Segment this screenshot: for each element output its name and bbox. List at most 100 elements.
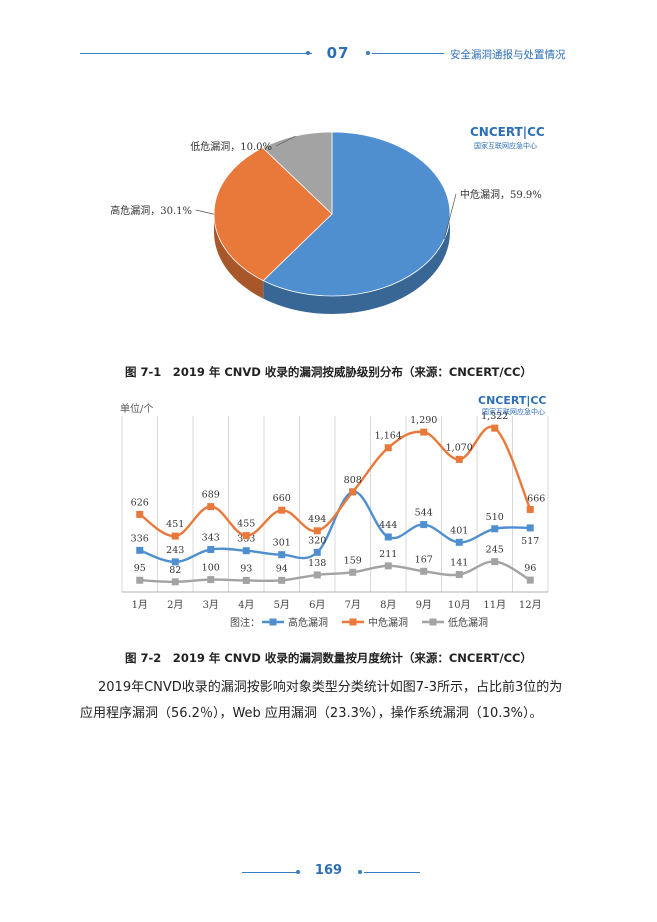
figure1-caption: 图 7-1 2019 年 CNVD 收录的漏洞按威胁级别分布（来源：CNCERT… xyxy=(125,365,532,379)
pie-slice-1 xyxy=(213,147,333,282)
data-point xyxy=(491,424,499,432)
x-tick-label: 4月 xyxy=(238,599,254,611)
pie-label-2: 低危漏洞，10.0% xyxy=(190,140,272,153)
data-label: 689 xyxy=(202,490,220,501)
data-point xyxy=(455,538,463,546)
data-label: 494 xyxy=(308,514,326,525)
data-label: 301 xyxy=(273,538,291,549)
data-label: 243 xyxy=(166,545,184,556)
data-label: 95 xyxy=(134,563,146,574)
data-label: 167 xyxy=(415,554,433,565)
legend-label-0: 高危漏洞 xyxy=(288,616,328,629)
data-label: 666 xyxy=(527,493,545,504)
data-point xyxy=(384,444,392,452)
data-point xyxy=(349,568,357,576)
data-point xyxy=(526,576,534,584)
header-dot-right xyxy=(366,51,370,55)
data-label: 96 xyxy=(524,563,536,574)
pie-label-1: 高危漏洞，30.1% xyxy=(110,204,192,217)
data-point xyxy=(526,505,534,513)
data-point xyxy=(455,455,463,463)
legend-swatch-marker-2 xyxy=(429,618,437,626)
data-label: 141 xyxy=(450,558,468,569)
x-tick-label: 1月 xyxy=(132,599,148,611)
data-label: 320 xyxy=(308,535,326,546)
data-label: 1,322 xyxy=(481,411,508,422)
data-point xyxy=(278,576,286,584)
data-label: 93 xyxy=(240,563,252,574)
paragraph-line-1: 2019年CNVD收录的漏洞按影响对象类型分类统计如图7-3所示，占比前3位的为 xyxy=(98,680,563,695)
data-point xyxy=(136,546,144,554)
x-tick-label: 7月 xyxy=(345,599,361,611)
legend-prefix: 图注： xyxy=(230,616,260,629)
x-tick-label: 6月 xyxy=(309,599,325,611)
legend-swatch-marker-1 xyxy=(349,618,357,626)
logo-brand: CNCERT|CC xyxy=(470,125,545,139)
x-tick-label: 8月 xyxy=(380,599,396,611)
data-label: 159 xyxy=(344,555,362,566)
pie-chart: CNCERT|CC 国家互联网应急中心 中危漏洞，59.9% 高危漏洞，30.1%… xyxy=(110,125,545,314)
footer-line-left xyxy=(242,872,298,873)
pie-leader-line-2 xyxy=(275,135,296,147)
figure2-caption: 图 7-2 2019 年 CNVD 收录的漏洞数量按月度统计（来源：CNCERT… xyxy=(125,651,532,665)
data-point xyxy=(526,524,534,532)
data-point xyxy=(384,533,392,541)
data-point xyxy=(491,525,499,533)
data-label: 336 xyxy=(131,533,149,544)
cncert-logo-2: CNCERT|CC 国家互联网应急中心 xyxy=(478,394,547,416)
pie-leader-line-0 xyxy=(443,193,457,240)
data-label: 1,290 xyxy=(410,415,437,426)
pie-leader-line-1 xyxy=(195,209,215,215)
chapter-number: 07 xyxy=(326,44,350,62)
x-tick-label: 3月 xyxy=(203,599,219,611)
data-point xyxy=(420,428,428,436)
cncert-logo-1: CNCERT|CC 国家互联网应急中心 xyxy=(470,125,545,150)
x-tick-label: 12月 xyxy=(519,599,542,611)
data-point xyxy=(136,576,144,584)
data-point xyxy=(171,578,179,586)
data-point xyxy=(207,503,215,511)
line-chart-ylabel: 单位/个 xyxy=(120,402,153,415)
line-chart: CNCERT|CC 国家互联网应急中心 单位/个 1月 2月 3月 4月 5月 6月 7月 8… xyxy=(120,394,549,629)
data-point xyxy=(384,562,392,570)
header-dot-left xyxy=(306,51,310,55)
data-point xyxy=(349,488,357,496)
pie-slice-side-0 xyxy=(263,214,450,314)
data-point xyxy=(242,532,250,540)
data-point xyxy=(242,576,250,584)
data-point xyxy=(420,521,428,529)
data-label: 544 xyxy=(415,508,433,519)
data-point xyxy=(242,547,250,555)
x-tick-label: 2月 xyxy=(167,599,183,611)
data-label: 451 xyxy=(166,519,184,530)
data-label: 333 xyxy=(237,534,255,545)
pie-label-0: 中危漏洞，59.9% xyxy=(460,188,542,201)
data-label: 626 xyxy=(131,497,149,508)
data-label: 343 xyxy=(202,532,220,543)
header-line-left xyxy=(80,53,312,54)
data-point xyxy=(207,545,215,553)
data-point xyxy=(207,576,215,584)
data-point xyxy=(313,527,321,535)
page-number: 169 xyxy=(314,863,343,878)
legend-label-2: 低危漏洞 xyxy=(448,616,488,629)
header-title: 安全漏洞通报与处置情况 xyxy=(450,49,566,61)
data-label: 1,070 xyxy=(446,442,473,453)
x-tick-label: 11月 xyxy=(483,599,506,611)
paragraph-line-2: 应用程序漏洞（56.2％），Web 应用漏洞（23.3%），操作系统漏洞（10.… xyxy=(80,706,543,721)
footer-dot-right xyxy=(358,870,362,874)
x-tick-label: 10月 xyxy=(448,599,471,611)
data-label: 455 xyxy=(237,519,255,530)
footer-dot-left xyxy=(296,870,300,874)
footer-line-right xyxy=(364,872,420,873)
data-point xyxy=(313,548,321,556)
logo-brand-2: CNCERT|CC xyxy=(478,394,547,407)
data-point xyxy=(171,558,179,566)
data-point xyxy=(455,571,463,579)
data-label: 444 xyxy=(379,520,397,531)
logo-subtitle-2: 国家互联网应急中心 xyxy=(482,407,545,416)
data-label: 808 xyxy=(344,475,362,486)
data-point xyxy=(171,532,179,540)
data-label: 660 xyxy=(273,493,291,504)
data-label: 1,164 xyxy=(375,431,402,442)
